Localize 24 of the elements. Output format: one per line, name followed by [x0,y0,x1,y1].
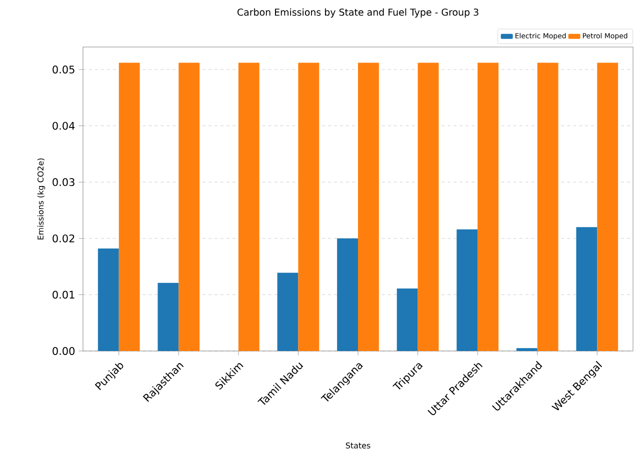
bar [277,272,298,351]
y-tick-label: 0.02 [52,234,74,242]
bar [537,62,558,351]
bar [298,62,320,351]
y-tick-label: 0.05 [52,66,74,74]
y-tick-label: 0.00 [52,347,75,355]
chart-title: Carbon Emissions by State and Fuel Type - Group 3 [238,8,478,18]
bar [238,62,260,351]
bar [98,248,119,351]
bar [576,227,598,351]
bar [478,62,498,351]
y-tick-label: 0.03 [52,178,74,186]
bar [418,62,439,351]
bar [456,229,478,351]
y-tick-label: 0.04 [52,122,75,130]
bar [118,62,140,351]
bar [178,62,200,351]
bar [158,282,179,351]
y-tick-label: 0.01 [52,290,74,299]
bar [337,238,358,351]
bar [396,288,418,351]
bar [358,62,379,351]
bar [516,348,538,351]
bar [597,62,618,351]
